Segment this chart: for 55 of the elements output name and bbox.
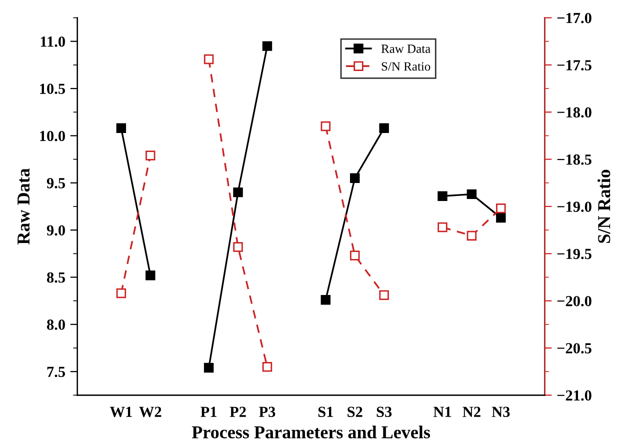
point [438,222,448,232]
point [466,230,477,241]
y2-tick-label: −17.5 [557,60,592,70]
x-tick-label: S3 [376,406,392,418]
point [438,191,448,201]
point [262,362,272,372]
point [379,290,389,300]
y2-tick-label: −20.5 [557,343,592,354]
y-tick-label: 11.0 [40,36,65,47]
point [320,121,331,132]
x-tick-label: W2 [139,406,162,418]
point [204,54,214,64]
y-tick-label: 8.0 [46,320,65,330]
point [496,203,506,214]
x-tick-label: N1 [433,406,452,417]
point [204,362,214,373]
point [233,242,243,252]
y2-tick-label: −18.5 [557,154,592,165]
legend-label: S/N Ratio [382,62,430,71]
x-tick-label: S2 [348,406,362,418]
point [146,270,156,280]
y2-axis-title: S/N Ratio [598,170,610,243]
x-tick-label: P1 [200,406,217,417]
y-tick-label: 10.0 [40,130,65,142]
x-tick-label: S1 [318,406,333,418]
y-tick-label: 9.0 [46,225,65,236]
y2-tick-label: −20.0 [557,296,592,306]
x-tick-label: P2 [230,406,246,417]
point [350,250,360,260]
point [116,288,126,298]
x-tick-label: W1 [110,406,132,418]
point [262,41,272,51]
y-tick-label: 10.5 [40,84,66,94]
y2-tick-label: −21.0 [557,390,592,401]
point [496,212,506,223]
y2-tick-label: −19.5 [557,248,592,260]
y2-tick-label: −17.0 [557,12,592,24]
point [466,189,477,200]
y-tick-label: 8.5 [46,272,66,283]
point [350,173,360,184]
point [379,123,389,134]
x-tick-label: N2 [462,406,480,417]
legend-label: Raw Data [381,44,430,53]
x-tick-label: P3 [259,406,276,418]
y-tick-label: 7.5 [47,366,66,378]
y2-tick-label: −18.0 [557,107,592,118]
point [233,187,243,198]
y2-tick-label: −19.0 [557,202,592,212]
point [146,150,156,160]
x-tick-label: N3 [492,406,510,418]
point [116,123,126,134]
point [320,295,331,305]
x-axis-title: Process Parameters and Levels [192,426,430,438]
y-tick-label: 9.5 [46,178,66,188]
y-axis-title: Raw Data [18,168,30,245]
